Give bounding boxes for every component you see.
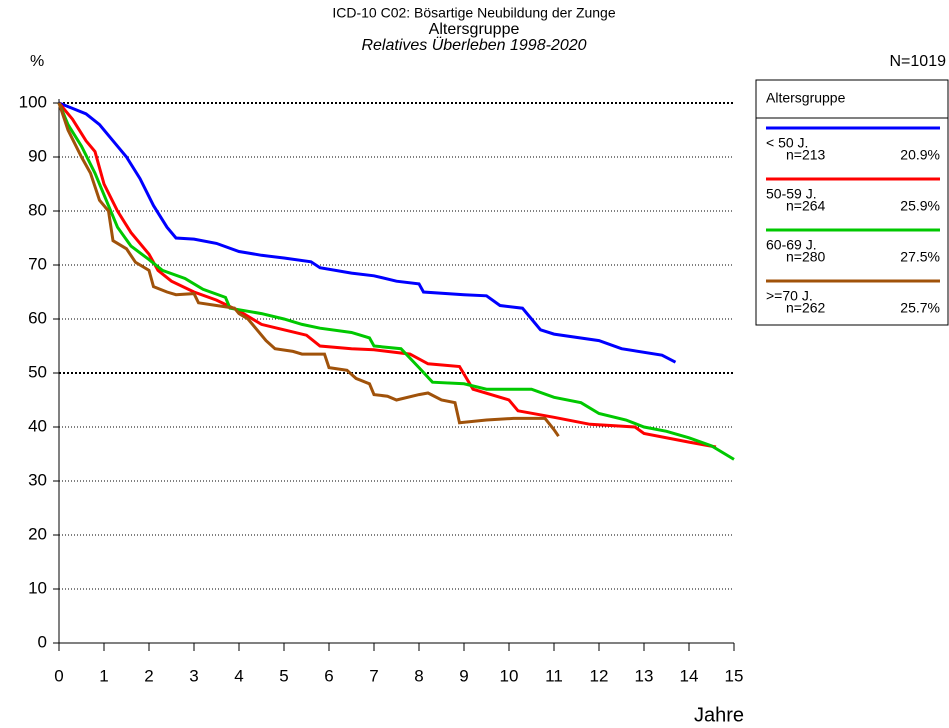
x-tick-label: 9 <box>459 666 468 685</box>
legend-share: 25.7% <box>900 300 940 316</box>
y-tick-label: 50 <box>28 362 47 381</box>
y-tick-label: 60 <box>28 308 47 327</box>
y-axis-label: % <box>30 53 44 70</box>
legend-label: >=70 J. <box>766 288 813 304</box>
x-tick-label: 10 <box>500 666 519 685</box>
legend-title: Altersgruppe <box>766 90 846 106</box>
legend-label: 50-59 J. <box>766 186 817 202</box>
y-tick-label: 40 <box>28 416 47 435</box>
x-tick-label: 5 <box>279 666 288 685</box>
survival-curve <box>57 102 717 449</box>
x-tick-label: 8 <box>414 666 423 685</box>
y-tick-label: 30 <box>28 470 47 489</box>
legend-share: 27.5% <box>900 249 940 265</box>
legend-n: n=280 <box>786 249 826 265</box>
y-tick-label: 20 <box>28 524 47 543</box>
y-tick-label: 100 <box>19 92 47 111</box>
total-label: N=1019 <box>890 53 947 70</box>
survival-curve <box>58 101 677 364</box>
y-tick-label: 70 <box>28 254 47 273</box>
x-tick-label: 2 <box>144 666 153 685</box>
x-tick-label: 6 <box>324 666 333 685</box>
y-tick-label: 10 <box>28 578 47 597</box>
chart-subtitle: Relatives Überleben 1998-2020 <box>361 36 586 54</box>
y-tick-label: 90 <box>28 146 47 165</box>
legend-n: n=264 <box>786 198 826 214</box>
legend-label: < 50 J. <box>766 135 808 151</box>
x-tick-label: 13 <box>635 666 654 685</box>
survival-curve <box>57 102 560 438</box>
survival-curve <box>57 102 735 461</box>
x-tick-label: 7 <box>369 666 378 685</box>
legend-share: 25.9% <box>900 198 940 214</box>
x-tick-label: 11 <box>545 666 563 685</box>
x-tick-label: 12 <box>590 666 609 685</box>
x-axis-label: Jahre <box>694 704 744 726</box>
legend-n: n=213 <box>786 147 826 163</box>
chart-title: ICD-10 C02: Bösartige Neubildung der Zun… <box>332 5 615 21</box>
legend-label: 60-69 J. <box>766 237 817 253</box>
x-tick-label: 1 <box>99 666 108 685</box>
chart-subtitle: Altersgruppe <box>429 21 520 38</box>
x-tick-label: 0 <box>54 666 63 685</box>
x-tick-label: 3 <box>189 666 198 685</box>
y-tick-label: 0 <box>38 632 47 651</box>
x-tick-label: 15 <box>725 666 744 685</box>
x-tick-label: 14 <box>680 666 699 685</box>
legend-n: n=262 <box>786 300 826 316</box>
legend-box <box>755 79 949 326</box>
x-tick-label: 4 <box>234 666 243 685</box>
y-tick-label: 80 <box>28 200 47 219</box>
legend-share: 20.9% <box>900 147 940 163</box>
